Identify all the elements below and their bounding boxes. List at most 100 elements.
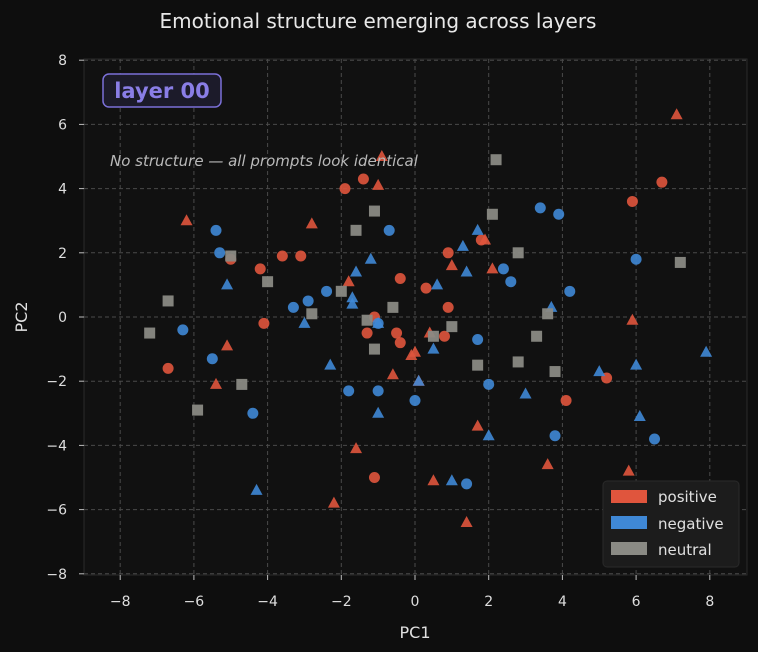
point-negative-triangle	[412, 374, 425, 386]
point-neutral-square	[335, 285, 347, 297]
y-tick-label: 6	[58, 117, 67, 133]
point-positive-circle	[391, 327, 403, 339]
point-neutral-square	[262, 276, 274, 288]
point-negative-circle	[472, 333, 484, 345]
point-negative-triangle	[460, 265, 473, 277]
point-negative-triangle	[221, 278, 234, 290]
point-positive-triangle	[541, 458, 554, 470]
y-tick-label: −2	[46, 374, 67, 390]
layer-badge-text: layer 00	[114, 79, 210, 103]
legend-swatch-neutral	[611, 542, 647, 555]
point-positive-circle	[339, 183, 351, 195]
legend-label-positive: positive	[658, 488, 717, 506]
x-tick-label: −6	[184, 594, 205, 610]
point-positive-triangle	[350, 442, 363, 454]
point-negative-triangle	[346, 291, 359, 303]
point-negative-circle	[343, 385, 355, 397]
x-tick-label: 8	[705, 594, 714, 610]
point-negative-circle	[630, 253, 642, 265]
legend-swatch-positive	[611, 490, 647, 503]
point-positive-circle	[368, 472, 380, 483]
x-tick-label: −2	[331, 594, 352, 610]
y-axis-label: PC2	[12, 302, 31, 333]
point-neutral-square	[368, 343, 380, 355]
point-positive-circle	[162, 362, 174, 374]
point-negative-triangle	[700, 345, 713, 357]
x-tick-label: 6	[632, 594, 641, 610]
point-negative-circle	[461, 478, 473, 490]
layer-badge: layer 00	[102, 73, 222, 108]
point-positive-circle	[560, 394, 572, 406]
y-tick-label: 8	[58, 53, 67, 69]
point-neutral-square	[531, 330, 543, 342]
point-neutral-square	[306, 308, 318, 320]
point-positive-triangle	[460, 515, 473, 527]
point-neutral-square	[512, 247, 524, 259]
legend: positive negative neutral	[602, 480, 740, 568]
point-negative-circle	[247, 407, 259, 419]
point-negative-triangle	[346, 297, 359, 309]
point-negative-circle	[409, 394, 421, 406]
x-axis-label: PC1	[400, 623, 431, 642]
point-positive-triangle	[622, 464, 635, 476]
point-negative-triangle	[350, 265, 363, 277]
legend-swatch-negative	[611, 516, 647, 529]
point-positive-circle	[442, 247, 454, 259]
x-tick-label: −4	[257, 594, 278, 610]
y-tick-label: 2	[58, 246, 67, 262]
point-positive-triangle	[210, 377, 223, 389]
point-negative-circle	[287, 301, 299, 313]
point-positive-circle	[626, 195, 638, 207]
point-negative-circle	[505, 276, 517, 288]
point-negative-triangle	[364, 252, 377, 264]
point-negative-triangle	[445, 474, 458, 486]
x-tick-label: 4	[558, 594, 567, 610]
point-negative-circle	[549, 430, 561, 442]
point-negative-circle	[321, 285, 333, 297]
point-negative-circle	[177, 324, 189, 336]
point-negative-circle	[483, 378, 495, 390]
layer-badge-box	[102, 73, 222, 108]
point-positive-triangle	[427, 474, 440, 486]
point-negative-triangle	[372, 316, 385, 328]
point-positive-circle	[357, 173, 369, 185]
point-neutral-square	[674, 256, 686, 268]
point-positive-triangle	[372, 178, 385, 190]
point-negative-triangle	[250, 483, 263, 495]
point-positive-circle	[394, 337, 406, 349]
x-axis-ticks: −8 −6 −4 −2 0 2 4 6 8	[110, 575, 714, 610]
point-negative-circle	[534, 202, 546, 214]
legend-label-neutral: neutral	[658, 541, 712, 559]
point-neutral-square	[542, 308, 554, 320]
y-tick-label: −4	[46, 438, 67, 454]
point-negative-triangle	[593, 365, 606, 377]
point-negative-triangle	[298, 316, 311, 328]
point-negative-circle	[383, 224, 395, 236]
chart-title: Emotional structure emerging across laye…	[160, 9, 597, 33]
y-tick-label: −6	[46, 503, 67, 519]
point-negative-circle	[210, 224, 222, 236]
point-positive-triangle	[471, 419, 484, 431]
point-negative-circle	[497, 263, 509, 275]
point-neutral-square	[549, 366, 561, 378]
x-tick-label: −8	[110, 594, 131, 610]
point-negative-circle	[564, 285, 576, 297]
point-positive-circle	[254, 263, 266, 275]
point-negative-triangle	[431, 278, 444, 290]
point-negative-triangle	[427, 342, 440, 354]
point-positive-triangle	[221, 339, 234, 351]
point-neutral-square	[387, 301, 399, 313]
point-neutral-square	[144, 327, 156, 339]
point-negative-circle	[649, 433, 661, 445]
point-positive-circle	[258, 317, 270, 329]
point-positive-triangle	[405, 349, 418, 361]
point-neutral-square	[225, 250, 237, 262]
y-tick-label: −8	[46, 567, 67, 583]
point-positive-triangle	[305, 217, 318, 229]
point-neutral-square	[350, 224, 362, 236]
point-positive-triangle	[327, 496, 340, 508]
point-negative-triangle	[471, 223, 484, 235]
x-tick-label: 0	[411, 594, 420, 610]
point-positive-circle	[295, 250, 307, 262]
